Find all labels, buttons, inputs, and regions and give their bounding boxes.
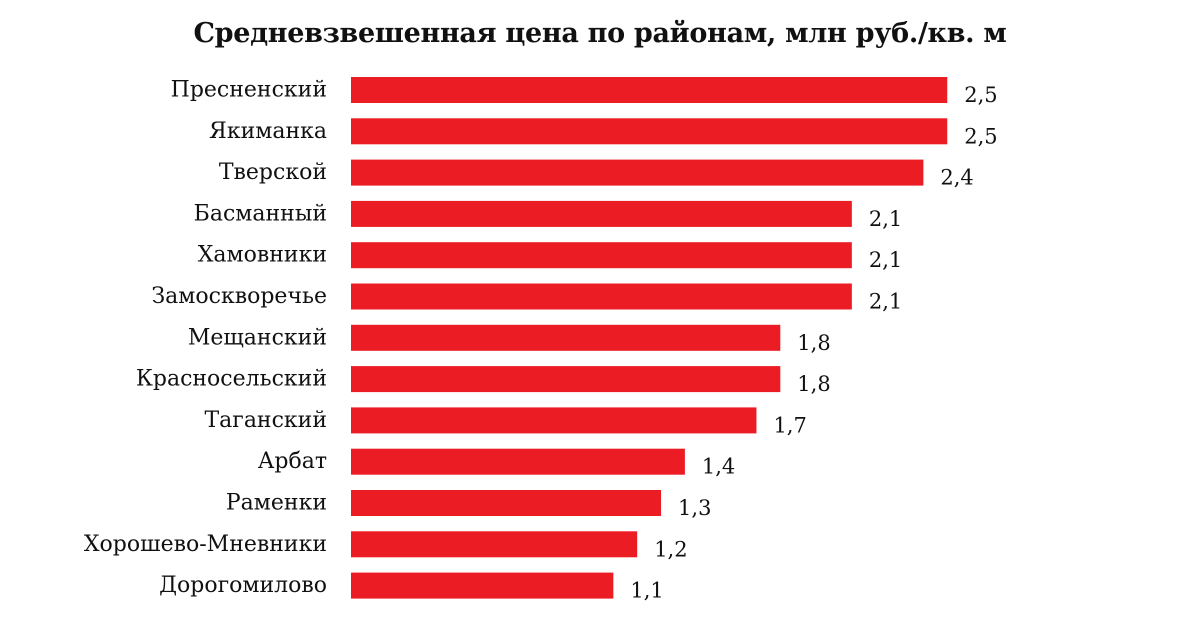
bar (351, 118, 948, 145)
chart-title: Средневзвешенная цена по районам, млн ру… (193, 18, 1007, 49)
value-label: 2,1 (869, 248, 902, 272)
value-label: 1,1 (630, 579, 663, 603)
bar (351, 490, 662, 516)
value-label: 2,5 (964, 124, 997, 148)
bars (351, 77, 948, 599)
category-label: Якиманка (209, 119, 327, 144)
bar (351, 159, 924, 186)
bar (351, 572, 614, 599)
bar (351, 366, 781, 393)
bar (351, 448, 685, 475)
bar (351, 242, 852, 269)
bar (351, 531, 638, 558)
value-label: 1,7 (773, 413, 806, 437)
value-label: 1,4 (702, 455, 735, 479)
category-label: Хамовники (198, 243, 327, 268)
category-label: Таганский (205, 408, 328, 433)
value-label: 2,5 (964, 83, 997, 107)
category-label: Хорошево-Мневники (84, 532, 327, 557)
value-label: 1,8 (797, 331, 830, 355)
category-label: Арбат (258, 449, 327, 474)
value-label: 2,1 (869, 207, 902, 231)
bar (351, 200, 852, 227)
category-label: Басманный (194, 201, 327, 226)
bar (351, 77, 948, 103)
category-label: Замоскворечье (151, 284, 327, 309)
category-labels: Пресненский Якиманка Тверской Басманный Хамо… (84, 78, 327, 599)
bar (351, 407, 757, 434)
bar (351, 324, 781, 351)
value-label: 2,1 (869, 290, 902, 314)
category-label: Мещанский (188, 325, 327, 350)
value-label: 1,3 (678, 496, 711, 520)
category-label: Тверской (219, 160, 327, 185)
value-labels: 2,5 2,5 2,4 2,1 2,1 2,1 1,8 1,8 1,7 1,4 1,3 1,2 1,1 (630, 83, 997, 603)
bar (351, 283, 852, 310)
category-label: Пресненский (171, 78, 327, 103)
category-label: Красносельский (136, 367, 327, 392)
category-label: Раменки (226, 491, 327, 516)
value-label: 1,8 (797, 372, 830, 396)
value-label: 1,2 (654, 537, 687, 561)
value-label: 2,4 (940, 166, 973, 190)
category-label: Дорогомилово (159, 573, 327, 598)
